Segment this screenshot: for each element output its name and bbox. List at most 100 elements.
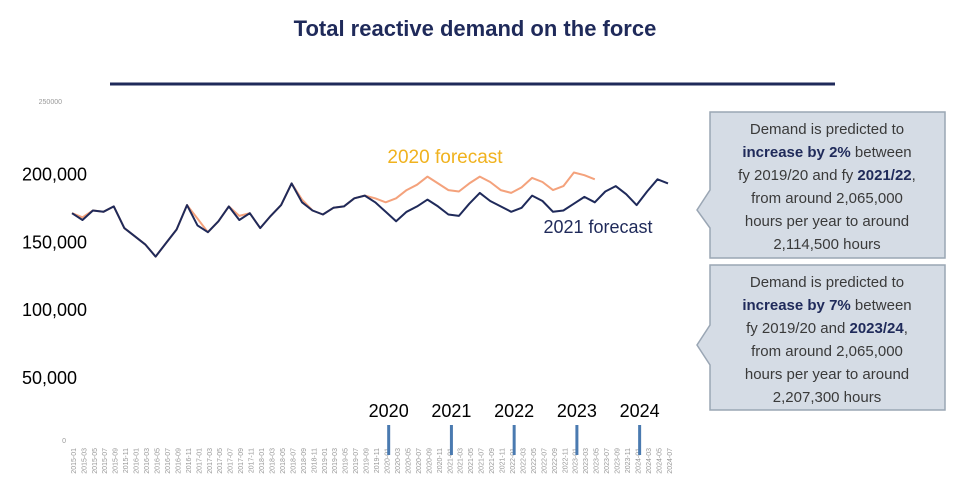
x-tick-label: 2022-03 bbox=[520, 448, 527, 474]
x-tick-label: 2020-05 bbox=[405, 448, 412, 474]
callout-line: 2,114,500 hours bbox=[773, 236, 880, 253]
callout-text: fy 2019/20 and fy bbox=[738, 167, 857, 184]
year-label: 2022 bbox=[494, 401, 534, 421]
x-tick-label: 2016-05 bbox=[154, 448, 161, 474]
x-tick-label: 2022-01 bbox=[510, 448, 517, 474]
x-tick-label: 2021-07 bbox=[479, 448, 486, 474]
x-tick-label: 2018-03 bbox=[270, 448, 277, 474]
callout-text: , bbox=[904, 320, 908, 337]
chart-title: Total reactive demand on the force bbox=[294, 16, 657, 41]
x-tick-label: 2017-01 bbox=[196, 448, 203, 474]
x-tick-label: 2022-05 bbox=[531, 448, 538, 474]
x-tick-label: 2024-01 bbox=[635, 448, 642, 474]
series-line bbox=[71, 178, 669, 258]
x-tick-label: 2015-09 bbox=[113, 448, 120, 474]
x-tick-label: 2015-11 bbox=[123, 448, 130, 473]
x-tick-label: 2017-03 bbox=[207, 448, 214, 474]
x-tick-label: 2019-05 bbox=[343, 448, 350, 474]
x-tick-label: 2017-09 bbox=[238, 448, 245, 474]
y-tick-label: 150,000 bbox=[22, 232, 87, 252]
y-tick-label: 100,000 bbox=[22, 300, 87, 320]
x-tick-label: 2021-05 bbox=[468, 448, 475, 474]
x-tick-label: 2020-01 bbox=[385, 448, 392, 474]
callout-line: Demand is predicted to bbox=[750, 274, 904, 291]
x-tick-label: 2020-09 bbox=[426, 448, 433, 474]
series-label: 2020 forecast bbox=[387, 147, 503, 168]
y-tick-label: 200,000 bbox=[22, 165, 87, 185]
x-tick-label: 2020-07 bbox=[416, 448, 423, 474]
x-tick-label: 2018-01 bbox=[259, 448, 266, 474]
x-tick-label: 2020-11 bbox=[437, 448, 444, 473]
x-tick-label: 2022-11 bbox=[562, 448, 569, 473]
callout-line: fy 2019/20 and 2023/24, bbox=[746, 320, 908, 337]
x-tick-label: 2024-07 bbox=[667, 448, 674, 474]
callout-line: hours per year to around bbox=[745, 366, 909, 383]
x-tick-label: 2021-11 bbox=[500, 448, 507, 473]
x-tick-label: 2023-09 bbox=[615, 448, 622, 474]
x-tick-label: 2018-09 bbox=[301, 448, 308, 474]
x-tick-label: 2021-01 bbox=[447, 448, 454, 474]
x-tick-label: 2017-05 bbox=[217, 448, 224, 474]
x-tick-label: 2016-07 bbox=[165, 448, 172, 474]
callout-line: increase by 2% between bbox=[742, 144, 911, 161]
x-tick-label: 2019-03 bbox=[332, 448, 339, 474]
series-label: 2021 forecast bbox=[543, 217, 652, 237]
callout-text: 2,207,300 hours bbox=[773, 389, 881, 406]
callout-text: 2021/22 bbox=[857, 167, 911, 184]
callout-text: hours per year to around bbox=[745, 213, 909, 230]
y-tick-label: 250000 bbox=[39, 99, 62, 106]
x-tick-label: 2018-11 bbox=[311, 448, 318, 473]
callout-line: from around 2,065,000 bbox=[751, 190, 903, 207]
callout-text: Demand is predicted to bbox=[750, 274, 904, 291]
x-tick-label: 2015-05 bbox=[92, 448, 99, 474]
x-tick-label: 2023-03 bbox=[583, 448, 590, 474]
callout-line: fy 2019/20 and fy 2021/22, bbox=[738, 167, 916, 184]
callout-text: between bbox=[851, 297, 912, 314]
x-tick-label: 2019-11 bbox=[374, 448, 381, 473]
x-tick-label: 2020-03 bbox=[395, 448, 402, 474]
callout-text: increase by 7% bbox=[742, 297, 850, 314]
callout-box bbox=[696, 111, 946, 259]
callout-text: Demand is predicted to bbox=[750, 121, 904, 138]
callout-box bbox=[696, 264, 946, 411]
x-tick-label: 2017-07 bbox=[228, 448, 235, 474]
x-tick-label: 2021-03 bbox=[458, 448, 465, 474]
x-tick-label: 2023-07 bbox=[604, 448, 611, 474]
x-tick-label: 2016-11 bbox=[186, 448, 193, 473]
y-tick-label: 0 bbox=[62, 438, 66, 445]
x-tick-label: 2023-11 bbox=[625, 448, 632, 473]
x-tick-label: 2023-01 bbox=[573, 448, 580, 474]
x-tick-label: 2018-07 bbox=[290, 448, 297, 474]
callout-line: hours per year to around bbox=[745, 213, 909, 230]
callout-line: from around 2,065,000 bbox=[751, 343, 903, 360]
x-tick-label: 2021-09 bbox=[489, 448, 496, 474]
callout-text: increase by 2% bbox=[742, 144, 850, 161]
series-line bbox=[71, 171, 596, 258]
callout-line: Demand is predicted to bbox=[750, 121, 904, 138]
callout-text: fy 2019/20 and bbox=[746, 320, 849, 337]
x-tick-label: 2015-01 bbox=[71, 448, 78, 474]
year-label: 2020 bbox=[369, 401, 409, 421]
x-tick-label: 2016-01 bbox=[134, 448, 141, 474]
callout-line: 2,207,300 hours bbox=[773, 389, 881, 406]
x-tick-label: 2022-09 bbox=[552, 448, 559, 474]
x-tick-label: 2022-07 bbox=[541, 448, 548, 474]
callout-text: from around 2,065,000 bbox=[751, 190, 903, 207]
callout-text: between bbox=[851, 144, 912, 161]
x-tick-label: 2019-09 bbox=[364, 448, 371, 474]
x-tick-label: 2018-05 bbox=[280, 448, 287, 474]
x-tick-label: 2016-03 bbox=[144, 448, 151, 474]
year-label: 2023 bbox=[557, 401, 597, 421]
x-tick-label: 2019-07 bbox=[353, 448, 360, 474]
callout-line: increase by 7% between bbox=[742, 297, 911, 314]
x-tick-label: 2015-03 bbox=[81, 448, 88, 474]
year-label: 2021 bbox=[431, 401, 471, 421]
callout-text: 2,114,500 hours bbox=[773, 236, 880, 253]
x-tick-label: 2016-09 bbox=[175, 448, 182, 474]
x-tick-label: 2019-01 bbox=[322, 448, 329, 474]
y-tick-label: 50,000 bbox=[22, 368, 77, 388]
x-tick-label: 2015-07 bbox=[102, 448, 109, 474]
callout-text: hours per year to around bbox=[745, 366, 909, 383]
callout-text: 2023/24 bbox=[850, 320, 905, 337]
